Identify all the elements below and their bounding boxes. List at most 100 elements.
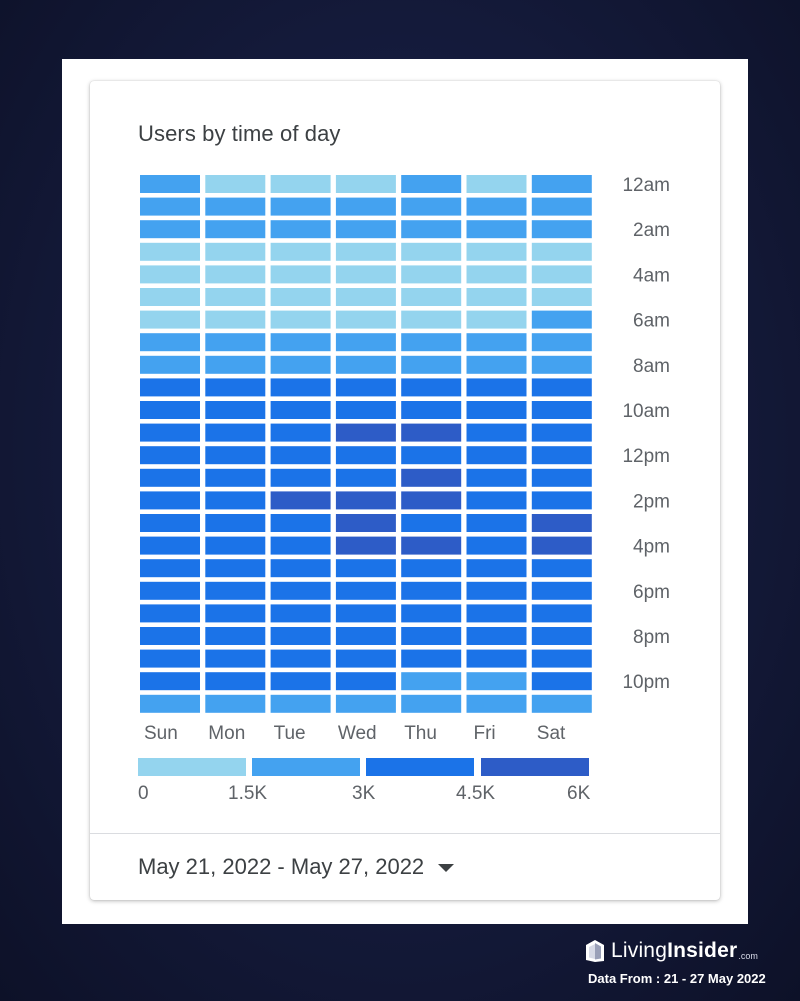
heatmap-cell-thu-11pm (401, 694, 462, 713)
heatmap-cell-sun-10am (140, 401, 200, 419)
heatmap-cell-thu-1pm (401, 468, 462, 487)
heatmap-cell-thu-1am (401, 197, 462, 216)
heatmap-cell-thu-9pm (401, 649, 462, 668)
heatmap-cell-sat-3am (531, 242, 592, 261)
heatmap-cell-tue-9pm (270, 649, 331, 668)
y-tick-label-4am: 4am (633, 265, 670, 286)
heatmap-cell-sun-7pm (140, 604, 200, 623)
heatmap-cell-sun-4am (140, 265, 200, 284)
y-tick-label-2am: 2am (633, 220, 670, 241)
heatmap-cell-fri-5pm (466, 559, 527, 578)
legend-label-2: 1.5K (228, 783, 268, 804)
heatmap-cell-sun-3am (140, 242, 200, 261)
heatmap-cell-wed-9am (335, 378, 396, 397)
heatmap-cell-fri-6am (466, 310, 527, 329)
heatmap-cell-fri-4am (466, 265, 527, 284)
heatmap-cell-mon-7pm (205, 604, 266, 623)
house-logo-icon (586, 940, 604, 962)
heatmap-cell-sun-10pm (140, 672, 200, 691)
heatmap-cell-thu-7pm (401, 604, 462, 623)
y-tick-label-10pm: 10pm (622, 672, 670, 693)
heatmap-cell-sun-7am (140, 333, 200, 352)
heatmap-cell-sun-12pm (140, 446, 200, 465)
heatmap-cell-wed-11pm (335, 694, 396, 713)
heatmap-cell-tue-6am (270, 310, 331, 329)
heatmap-cell-thu-6am (401, 310, 462, 329)
heatmap-cell-mon-11pm (205, 694, 266, 713)
heatmap-cell-tue-11am (270, 423, 331, 442)
heatmap-cell-wed-11am (335, 423, 396, 442)
heatmap-cell-thu-9am (401, 378, 462, 397)
heatmap-cell-wed-3am (335, 242, 396, 261)
heatmap-cell-sun-3pm (140, 514, 200, 532)
heatmap-cell-tue-2pm (270, 491, 331, 510)
heatmap-cell-wed-12am (335, 175, 396, 193)
y-tick-label-8pm: 8pm (633, 627, 670, 648)
heatmap-cell-fri-3am (466, 242, 527, 261)
heatmap-cell-mon-4am (205, 265, 266, 284)
heatmap-cell-thu-6pm (401, 581, 462, 600)
heatmap-cell-sat-11am (531, 423, 592, 442)
heatmap-cell-sun-4pm (140, 536, 200, 555)
heatmap-cell-mon-7am (205, 333, 266, 352)
heatmap-cell-wed-7pm (335, 604, 396, 623)
users-by-time-card: Users by time of day 12am 2am 4am 6am 8am 10a… (90, 81, 720, 900)
heatmap-cell-tue-10am (270, 401, 331, 419)
heatmap-cell-sun-2am (140, 220, 200, 239)
heatmap-cell-mon-10pm (205, 672, 266, 691)
heatmap-cell-sat-7pm (531, 604, 592, 623)
data-source-note: Data From : 21 - 27 May 2022 (588, 971, 766, 986)
heatmap-cell-tue-4am (270, 265, 331, 284)
heatmap-cell-mon-8pm (205, 627, 266, 645)
heatmap-cell-tue-1pm (270, 468, 331, 487)
heatmap-cell-tue-5am (270, 288, 331, 306)
heatmap-cell-tue-12pm (270, 446, 331, 465)
heatmap-cell-wed-9pm (335, 649, 396, 668)
heatmap-cell-wed-8pm (335, 627, 396, 645)
y-tick-label-12am: 12am (622, 175, 670, 196)
x-tick-label-wed: Wed (338, 723, 377, 744)
heatmap-cell-wed-1am (335, 197, 396, 216)
brand-name-bold: Insider (667, 939, 738, 962)
heatmap-cell-tue-4pm (270, 536, 331, 555)
heatmap-cell-fri-9am (466, 378, 527, 397)
heatmap-cell-mon-9pm (205, 649, 266, 668)
heatmap-cell-sat-8am (531, 355, 592, 374)
heatmap-cell-tue-11pm (270, 694, 331, 713)
heatmap-cell-thu-3pm (401, 514, 462, 532)
heatmap-cell-tue-7pm (270, 604, 331, 623)
heatmap-cell-tue-5pm (270, 559, 331, 578)
heatmap-cell-fri-5am (466, 288, 527, 306)
heatmap-cell-tue-10pm (270, 672, 331, 691)
heatmap-cell-sat-10pm (531, 672, 592, 691)
heatmap-cell-sun-1pm (140, 468, 200, 487)
heatmap-cell-mon-4pm (205, 536, 266, 555)
heatmap-cell-sun-11pm (140, 694, 200, 713)
brand-logo: LivingInsider .com (585, 937, 758, 965)
heatmap-cell-thu-3am (401, 242, 462, 261)
heatmap-cell-wed-6pm (335, 581, 396, 600)
y-tick-label-6pm: 6pm (633, 582, 670, 603)
heatmap-cell-fri-11pm (466, 694, 527, 713)
y-tick-label-2pm: 2pm (633, 491, 670, 512)
heatmap-cell-sat-6pm (531, 581, 592, 600)
heatmap-cell-sun-9am (140, 378, 200, 397)
legend-swatch-4 (481, 758, 589, 776)
heatmap-cell-sat-12pm (531, 446, 592, 465)
heatmap-cell-thu-5am (401, 288, 462, 306)
x-tick-label-sat: Sat (537, 723, 566, 744)
heatmap-cell-wed-6am (335, 310, 396, 329)
heatmap-cell-thu-11am (401, 423, 462, 442)
heatmap-cell-thu-4am (401, 265, 462, 284)
heatmap-cell-fri-12pm (466, 446, 527, 465)
heatmap-cell-fri-8am (466, 355, 527, 374)
heatmap-cell-thu-10pm (401, 672, 462, 691)
heatmap-cell-sat-2am (531, 220, 592, 239)
heatmap-cell-mon-11am (205, 423, 266, 442)
heatmap-cell-sat-4pm (531, 536, 592, 555)
date-range-dropdown[interactable]: May 21, 2022 - May 27, 2022 (138, 854, 455, 880)
heatmap-cell-mon-12pm (205, 446, 266, 465)
heatmap-cell-fri-12am (466, 175, 527, 193)
y-tick-label-10am: 10am (622, 401, 670, 422)
heatmap-cell-fri-7pm (466, 604, 527, 623)
